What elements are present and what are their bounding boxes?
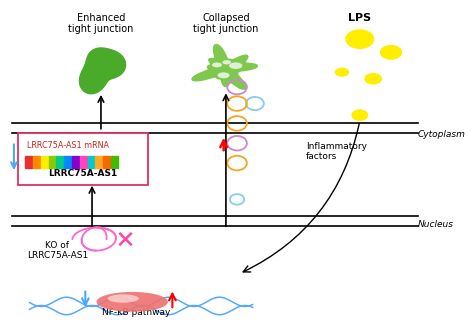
Bar [33, 156, 40, 168]
Ellipse shape [212, 62, 222, 68]
Bar [41, 156, 48, 168]
Text: Nucleus: Nucleus [418, 220, 454, 229]
Polygon shape [80, 48, 126, 94]
Polygon shape [192, 44, 257, 89]
Ellipse shape [229, 62, 242, 69]
Bar [103, 156, 110, 168]
Bar [88, 156, 95, 168]
Ellipse shape [364, 73, 382, 85]
Text: LRRC75A-AS1 mRNA: LRRC75A-AS1 mRNA [27, 141, 109, 150]
Ellipse shape [351, 109, 368, 121]
Bar [25, 156, 32, 168]
Bar [56, 156, 64, 168]
Text: Enhanced
tight junction: Enhanced tight junction [68, 13, 134, 34]
Ellipse shape [97, 292, 168, 312]
Bar [48, 156, 56, 168]
Text: LPS: LPS [348, 13, 371, 23]
Bar [80, 156, 87, 168]
Bar [111, 156, 118, 168]
Ellipse shape [222, 60, 231, 65]
Ellipse shape [108, 294, 139, 303]
Ellipse shape [335, 68, 349, 77]
Text: KO of: KO of [45, 241, 69, 250]
Ellipse shape [345, 29, 374, 49]
Bar [64, 156, 71, 168]
Bar [72, 156, 79, 168]
Text: LRRC75A-AS1: LRRC75A-AS1 [27, 251, 89, 260]
Bar [95, 156, 102, 168]
Ellipse shape [380, 45, 402, 60]
Text: Collapsed
tight junction: Collapsed tight junction [193, 13, 259, 34]
Ellipse shape [218, 72, 229, 78]
Text: Inflammatory
factors: Inflammatory factors [306, 142, 367, 161]
Text: Cytoplasm: Cytoplasm [418, 130, 465, 139]
FancyBboxPatch shape [18, 133, 148, 184]
Text: NF-κB pathway: NF-κB pathway [102, 308, 171, 317]
Text: LRRC75A-AS1: LRRC75A-AS1 [48, 169, 118, 178]
